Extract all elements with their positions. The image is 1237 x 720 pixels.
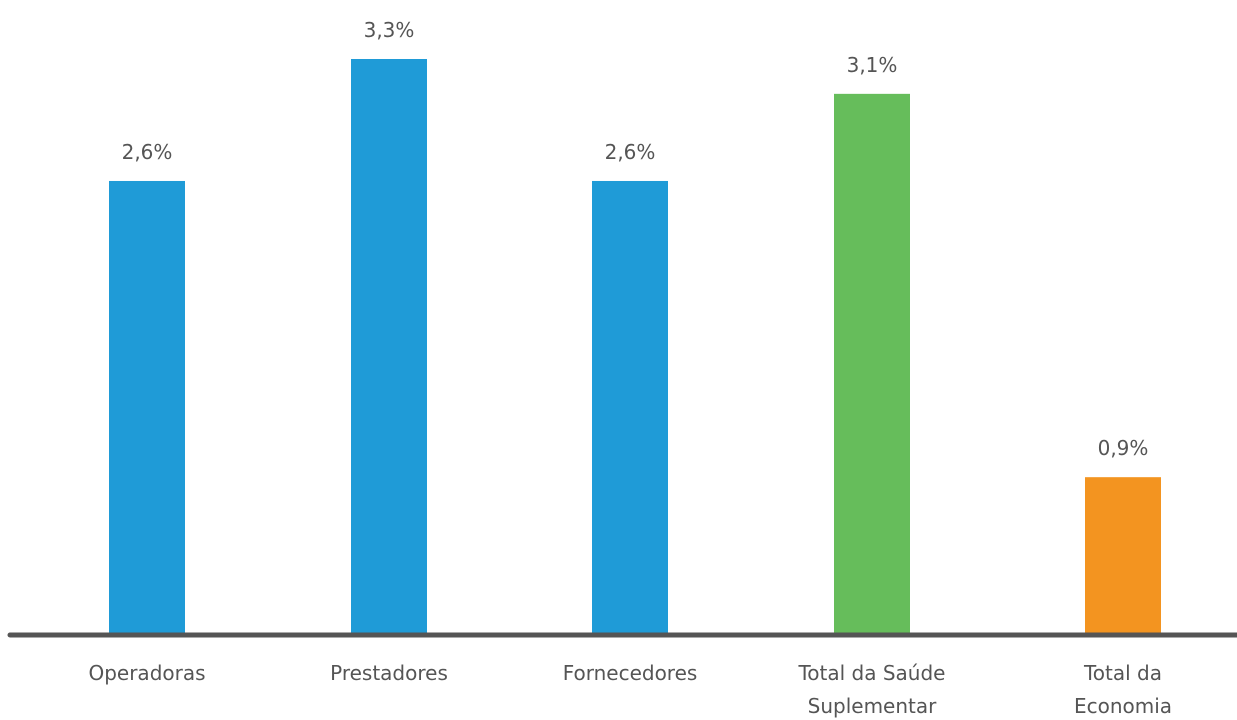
- value-label-3: 3,1%: [847, 53, 898, 77]
- value-label-1: 3,3%: [364, 18, 415, 42]
- category-label-line: Operadoras: [88, 661, 205, 685]
- bar-4: [1085, 477, 1161, 634]
- category-label-1: Prestadores: [330, 661, 448, 685]
- category-label-3: Total da Saúde Suplementar: [797, 661, 945, 718]
- bar-3: [834, 93, 910, 634]
- value-label-2: 2,6%: [605, 140, 656, 164]
- bar-2: [592, 180, 668, 634]
- category-label-line: Economia: [1074, 694, 1172, 718]
- category-label-line: Fornecedores: [563, 661, 698, 685]
- category-label-0: Operadoras: [88, 661, 205, 685]
- category-labels-group: Operadoras Prestadores Fornecedores Total d…: [88, 661, 1172, 718]
- category-label-2: Fornecedores: [563, 661, 698, 685]
- value-label-4: 0,9%: [1098, 436, 1149, 460]
- category-label-line: Total da Saúde: [797, 661, 945, 685]
- bars-group: [109, 59, 1161, 634]
- bar-1: [351, 59, 427, 634]
- bar-0: [109, 180, 185, 634]
- category-label-line: Total da: [1083, 661, 1162, 685]
- value-labels-group: 2,6% 3,3% 2,6% 3,1% 0,9%: [122, 18, 1149, 460]
- category-label-line: Prestadores: [330, 661, 448, 685]
- category-label-line: Suplementar: [808, 694, 937, 718]
- value-label-0: 2,6%: [122, 140, 173, 164]
- category-label-4: Total da Economia: [1074, 661, 1172, 718]
